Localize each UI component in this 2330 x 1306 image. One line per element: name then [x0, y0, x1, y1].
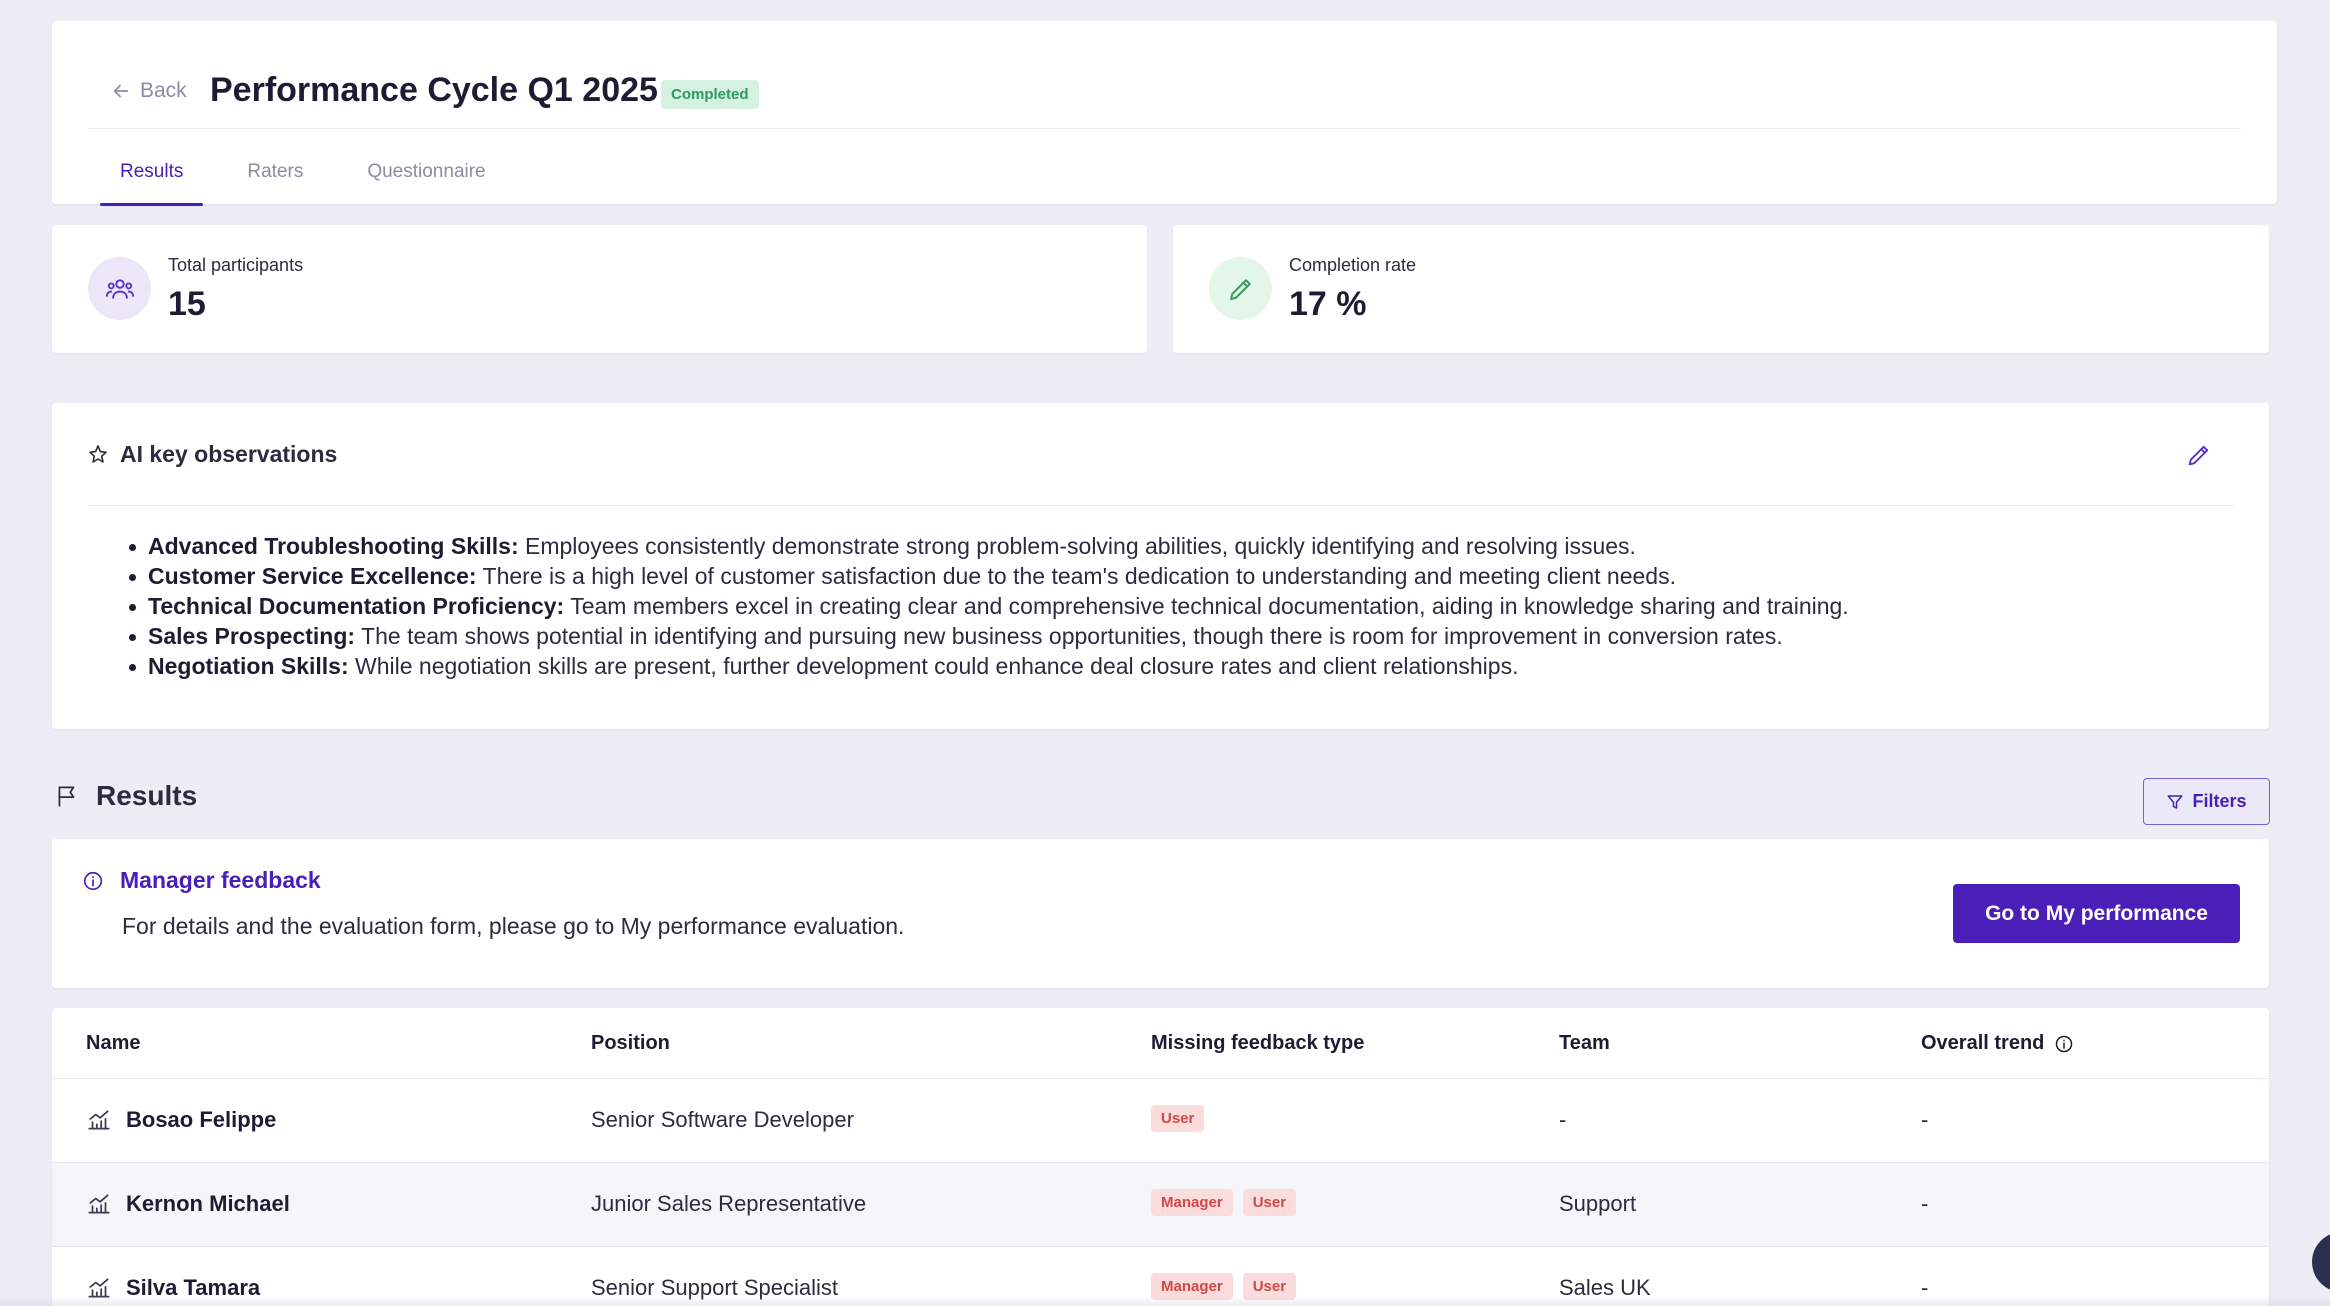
observation-item: Advanced Troubleshooting Skills: Employe…: [129, 531, 1849, 561]
filters-label: Filters: [2192, 791, 2247, 811]
position-cell: Junior Sales Representative: [591, 1191, 867, 1216]
filters-button[interactable]: Filters: [2143, 778, 2270, 825]
column-header-position[interactable]: Position: [591, 1032, 670, 1054]
tab-questionnaire[interactable]: Questionnaire: [367, 161, 486, 182]
name-cell: Kernon Michael: [86, 1191, 290, 1217]
team-cell: Sales UK: [1559, 1275, 1651, 1300]
trend-cell: -: [1921, 1191, 1929, 1216]
status-badge: Completed: [661, 80, 759, 109]
divider: [88, 505, 2233, 506]
chart-trend-icon: [88, 1110, 110, 1130]
column-header-label: Overall trend: [1921, 1032, 2045, 1054]
observation-item: Technical Documentation Proficiency: Tea…: [129, 593, 1849, 619]
scroll-fade: [0, 1296, 2330, 1306]
tab-raters[interactable]: Raters: [247, 161, 304, 182]
team-cell: -: [1559, 1107, 1567, 1132]
stat-value: 15: [168, 285, 206, 323]
stat-label: Completion rate: [1289, 255, 1417, 275]
table-row[interactable]: Bosao Felippe Senior Software Developer …: [52, 1079, 2269, 1163]
table-row[interactable]: Silva Tamara Senior Support Specialist M…: [52, 1247, 2269, 1306]
table-row[interactable]: Kernon Michael Junior Sales Representati…: [52, 1163, 2269, 1247]
participant-name[interactable]: Bosao Felippe: [126, 1107, 277, 1132]
go-to-my-performance-button[interactable]: Go to My performance: [1953, 884, 2240, 943]
observation-item: Customer Service Excellence: There is a …: [129, 561, 1849, 591]
pencil-icon: [1209, 257, 1272, 320]
observation-item: Negotiation Skills: While negotiation sk…: [129, 651, 1849, 681]
stat-label: Total participants: [168, 255, 304, 275]
column-header-overall-trend[interactable]: Overall trend: [1921, 1032, 2074, 1055]
results-table: Name Position Missing feedback type Team…: [52, 1008, 2269, 1306]
results-title: Results: [96, 780, 198, 811]
participant-name[interactable]: Kernon Michael: [126, 1191, 290, 1216]
results-section-header: Results: [54, 780, 197, 812]
chart-trend-icon: [88, 1278, 110, 1298]
tab-bar: Results Raters Questionnaire: [100, 161, 530, 206]
chat-launcher-button[interactable]: [2312, 1232, 2330, 1292]
ai-observations-header: AI key observations: [86, 441, 337, 468]
trend-cell: -: [1921, 1107, 1929, 1132]
ai-observations-title: AI key observations: [120, 441, 338, 467]
sparkle-star-icon: [89, 444, 107, 463]
info-icon: [83, 871, 103, 890]
ai-observations-card: AI key observations Advanced Troubleshoo…: [52, 403, 2269, 729]
missing-tag-manager: Manager: [1151, 1273, 1233, 1300]
chart-trend-icon: [88, 1194, 110, 1214]
page-title: Performance Cycle Q1 2025: [210, 71, 658, 109]
missing-tag-user: User: [1151, 1105, 1205, 1132]
flag-icon: [58, 786, 75, 807]
edit-icon[interactable]: [2185, 441, 2213, 469]
participant-name[interactable]: Silva Tamara: [126, 1275, 261, 1300]
manager-feedback-title: Manager feedback: [120, 867, 321, 893]
position-cell: Senior Software Developer: [591, 1107, 854, 1132]
filter-icon: [2167, 794, 2183, 809]
team-cell: Support: [1559, 1191, 1637, 1216]
cycle-header: Back Performance Cycle Q1 2025 Completed…: [52, 21, 2277, 206]
manager-feedback-card: Manager feedback For details and the eva…: [52, 839, 2269, 988]
table-header: Name Position Missing feedback type Team…: [52, 1008, 2269, 1079]
back-link[interactable]: Back: [110, 79, 187, 103]
observation-list: Advanced Troubleshooting Skills: Employe…: [129, 531, 1849, 681]
column-header-name[interactable]: Name: [86, 1032, 141, 1054]
column-header-team[interactable]: Team: [1559, 1032, 1610, 1054]
missing-tag-user: User: [1242, 1273, 1297, 1300]
missing-tag-user: User: [1242, 1189, 1297, 1216]
column-header-missing-feedback[interactable]: Missing feedback type: [1151, 1032, 1365, 1054]
stat-card-participants: Total participants 15: [52, 225, 1147, 353]
back-label: Back: [140, 79, 187, 102]
missing-feedback-cell: Manager User: [1151, 1271, 1306, 1300]
name-cell: Silva Tamara: [86, 1275, 260, 1301]
missing-feedback-cell: User: [1151, 1103, 1214, 1132]
missing-tag-manager: Manager: [1151, 1189, 1233, 1216]
manager-feedback-header: Manager feedback: [82, 867, 321, 894]
manager-feedback-text: For details and the evaluation form, ple…: [122, 913, 905, 939]
trend-cell: -: [1921, 1275, 1929, 1300]
arrow-left-icon: [113, 84, 129, 98]
position-cell: Senior Support Specialist: [591, 1275, 839, 1300]
tab-results[interactable]: Results: [100, 161, 204, 206]
users-icon: [88, 257, 151, 320]
stat-value: 17 %: [1289, 285, 1367, 323]
name-cell: Bosao Felippe: [86, 1107, 276, 1133]
missing-feedback-cell: Manager User: [1151, 1187, 1306, 1216]
stat-card-completion: Completion rate 17 %: [1173, 225, 2269, 353]
info-icon[interactable]: [2054, 1034, 2074, 1054]
observation-item: Sales Prospecting: The team shows potent…: [129, 621, 1849, 651]
divider: [88, 128, 2241, 129]
